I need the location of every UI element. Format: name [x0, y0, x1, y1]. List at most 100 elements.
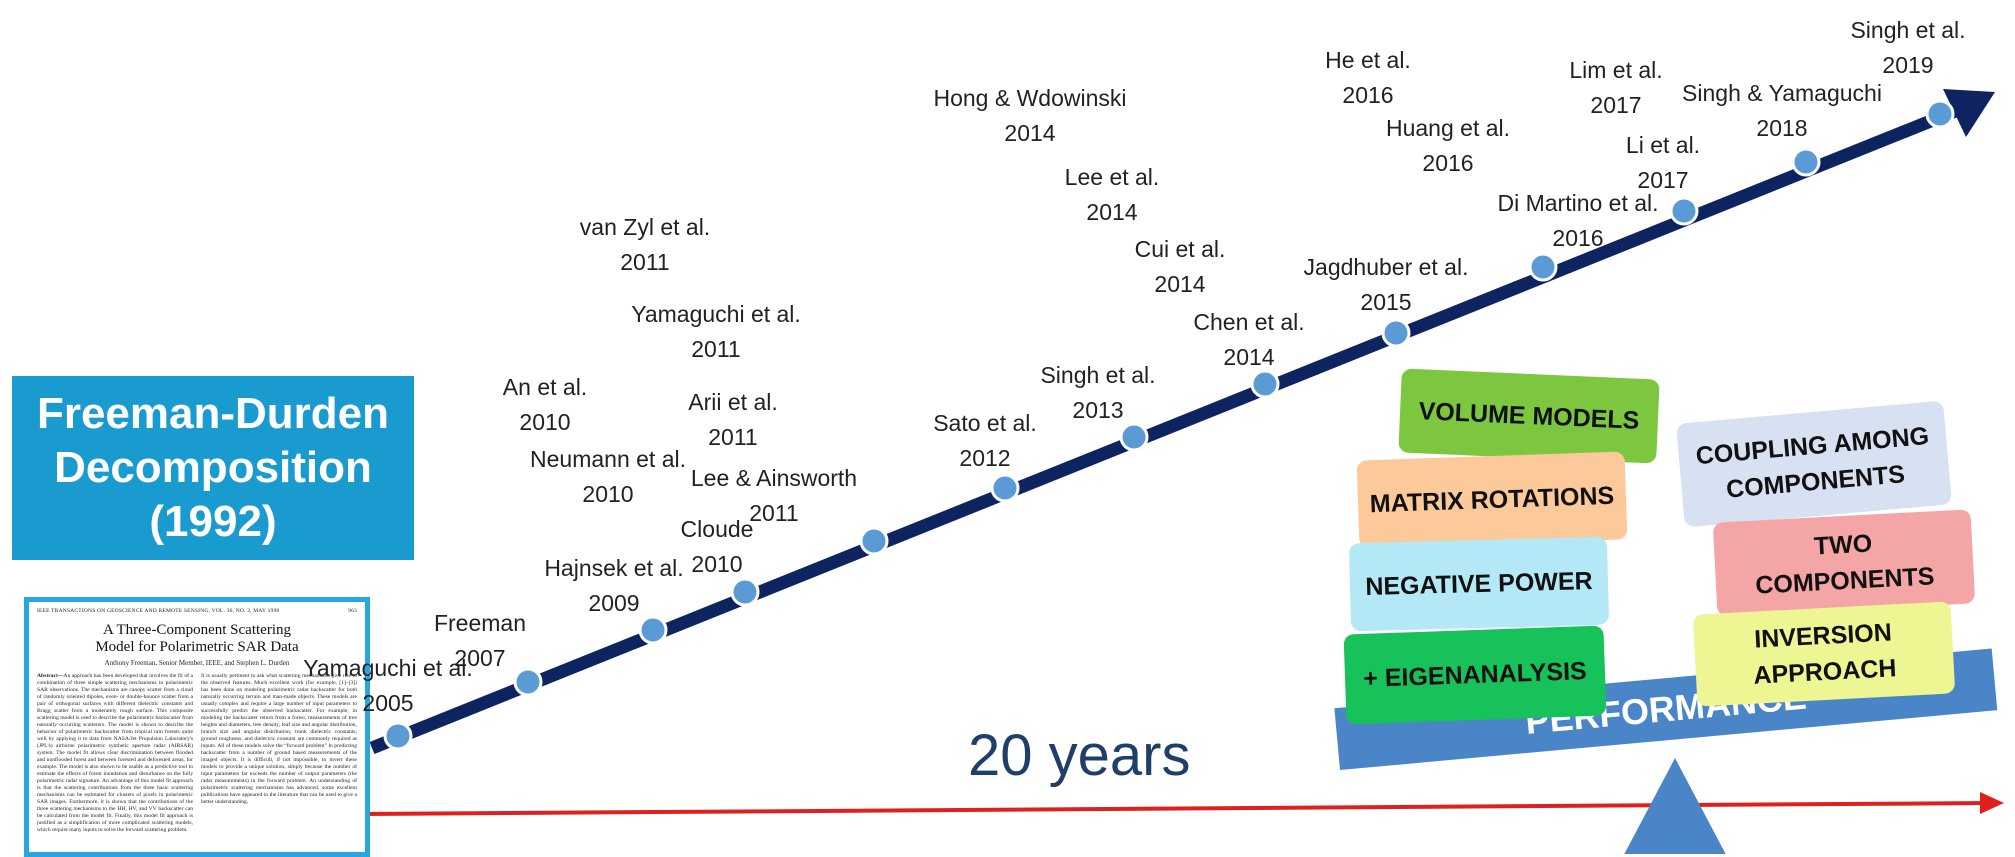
eigenanalysis-label: + EIGENANALYSIS — [1362, 657, 1588, 693]
eigenanalysis-block: + EIGENANALYSIS — [1343, 625, 1607, 725]
timeline-label-author: Di Martino et al. — [1497, 190, 1659, 216]
timeline-label: Yamaguchi et al. 2011 — [631, 297, 801, 367]
timeline-label-author: Yamaguchi et al. — [303, 655, 473, 681]
timeline-marker — [1925, 99, 1955, 129]
timeline-marker — [1791, 147, 1821, 177]
timeline-label-year: 2019 — [1882, 52, 1934, 78]
timeline-label-year: 2009 — [588, 590, 640, 616]
paper-abstract-lead: Abstract— — [37, 673, 64, 679]
timeline-label-year: 2010 — [519, 409, 571, 435]
timeline-label-author: Lim et al. — [1569, 57, 1663, 83]
timeline-marker — [513, 667, 543, 697]
timeline-label-author: Cui et al. — [1134, 236, 1226, 262]
timeline-label: Singh et al. 2013 — [1040, 358, 1155, 428]
timeline-label-author: Singh et al. — [1040, 362, 1156, 388]
timeline-label: Di Martino et al. 2016 — [1497, 186, 1658, 256]
negative-power-label: NEGATIVE POWER — [1365, 567, 1593, 601]
timeline-label: Yamaguchi et al. 2005 — [303, 651, 473, 721]
matrix-rotations-label: MATRIX ROTATIONS — [1369, 481, 1615, 519]
timeline-label-year: 2010 — [691, 551, 743, 577]
timeline-label-author: Hong & Wdowinski — [933, 85, 1127, 111]
timeline-label: Lee & Ainsworth 2011 — [691, 461, 857, 531]
timeline-label: Arii et al. 2011 — [688, 385, 777, 455]
timeline-label-year: 2015 — [1360, 289, 1412, 315]
timeline-label-year: 2010 — [582, 481, 634, 507]
timeline-label: van Zyl et al. 2011 — [580, 210, 710, 280]
paper-title-line-2: Model for Polarimetric SAR Data — [95, 639, 299, 655]
timeline-marker — [859, 526, 889, 556]
timeline-label: He et al. 2016 — [1325, 43, 1411, 113]
title-line-2: Decomposition — [54, 443, 372, 492]
timeline-label-year: 2011 — [620, 249, 670, 275]
timeline-label: Hong & Wdowinski 2014 — [933, 81, 1126, 151]
timeline-label-year: 2012 — [959, 445, 1011, 471]
timeline-label-author: Singh & Yamaguchi — [1682, 80, 1882, 106]
timeline-label-author: He et al. — [1325, 47, 1411, 73]
timeline-label-year: 2014 — [1086, 199, 1138, 225]
timeline-label: Li et al. 2017 — [1626, 128, 1700, 198]
timeline-label: An et al. 2010 — [503, 370, 587, 440]
timeline-label-author: Jagdhuber et al. — [1303, 254, 1469, 280]
timeline-label: Hajnsek et al. 2009 — [544, 551, 683, 621]
inversion-approach-block: INVERSION APPROACH — [1692, 601, 1956, 707]
timeline-label-author: Sato et al. — [933, 410, 1037, 436]
timeline-label-year: 2005 — [362, 690, 414, 716]
timeline-label: Cui et al. 2014 — [1135, 232, 1226, 302]
volume-models-block: VOLUME MODELS — [1398, 368, 1660, 464]
timeline-label-year: 2017 — [1637, 167, 1689, 193]
paper-abstract-text: An approach has been developed that invo… — [37, 673, 193, 833]
timeline-label-year: 2018 — [1756, 115, 1808, 141]
coupling-text: COUPLING AMONG COMPONENTS — [1694, 418, 1933, 510]
negative-power-block: NEGATIVE POWER — [1348, 536, 1610, 632]
timeline-label-year: 2016 — [1342, 82, 1394, 108]
timeline-label: Freeman 2007 — [434, 606, 526, 676]
timeline-marker — [638, 615, 668, 645]
timeline-label-author: van Zyl et al. — [579, 214, 711, 240]
paper-header: IEEE TRANSACTIONS ON GEOSCIENCE AND REMO… — [37, 608, 357, 614]
paper-column-left: Abstract—An approach has been developed … — [37, 673, 193, 837]
timeline-label-year: 2011 — [708, 424, 758, 450]
timeline-label-year: 2014 — [1154, 271, 1206, 297]
timeline-label-year: 2017 — [1590, 92, 1642, 118]
timeline-label: Huang et al. 2016 — [1386, 111, 1510, 181]
paper-title-line-1: A Three-Component Scattering — [102, 622, 291, 638]
freeman-durden-title-box: Freeman-Durden Decomposition (1992) — [12, 376, 414, 560]
two-components-text: TWO COMPONENTS — [1753, 522, 1936, 603]
volume-models-label: VOLUME MODELS — [1418, 397, 1640, 435]
timeline-label-author: Singh et al. — [1850, 17, 1966, 43]
timeline-label: Singh & Yamaguchi 2018 — [1682, 76, 1882, 146]
paper-column-right-text: It is usually pertinent to ask what scat… — [201, 673, 357, 805]
paper-body: Abstract—An approach has been developed … — [37, 673, 357, 837]
paper-title: A Three-Component Scattering Model for P… — [37, 622, 357, 656]
twenty-years-arrow-line — [219, 801, 1991, 817]
timeline-label-author: Lee & Ainsworth — [690, 465, 858, 491]
timeline-label-author: Hajnsek et al. — [544, 555, 684, 581]
timeline-marker — [1528, 252, 1558, 282]
timeline-label-author: Freeman — [433, 610, 527, 636]
timeline-label-author: Neumann et al. — [530, 446, 686, 472]
inversion-approach-line-2: APPROACH — [1752, 654, 1898, 690]
timeline-label: Lim et al. 2017 — [1569, 53, 1662, 123]
timeline-markers — [383, 99, 1955, 751]
timeline-label: Chen et al. 2014 — [1193, 305, 1304, 375]
timeline-label: Cloude 2010 — [681, 512, 754, 582]
timeline-label-author: Arii et al. — [688, 389, 778, 415]
timeline-marker — [383, 721, 413, 751]
matrix-rotations-block: MATRIX ROTATIONS — [1356, 451, 1628, 549]
timeline-label-author: Li et al. — [1625, 132, 1701, 158]
timeline-label-author: Lee et al. — [1064, 164, 1160, 190]
timeline-label-year: 2014 — [1004, 120, 1056, 146]
timeline-axis-arrowhead — [1943, 89, 1995, 137]
timeline-label-year: 2014 — [1223, 344, 1275, 370]
timeline-label: Neumann et al. 2010 — [530, 442, 686, 512]
timeline-label-year: 2016 — [1422, 150, 1474, 176]
timeline-marker — [1119, 422, 1149, 452]
timeline-label-year: 2011 — [691, 336, 741, 362]
timeline-marker — [990, 473, 1020, 503]
timeline-label-author: An et al. — [502, 374, 588, 400]
paper-header-left: IEEE TRANSACTIONS ON GEOSCIENCE AND REMO… — [37, 608, 280, 614]
twenty-years-arrow-right-head — [1980, 792, 2004, 814]
paper-authors: Anthony Freeman, Senior Member, IEEE, an… — [104, 659, 290, 667]
timeline-label-author: Chen et al. — [1193, 309, 1305, 335]
timeline-label-year: 2016 — [1552, 225, 1604, 251]
